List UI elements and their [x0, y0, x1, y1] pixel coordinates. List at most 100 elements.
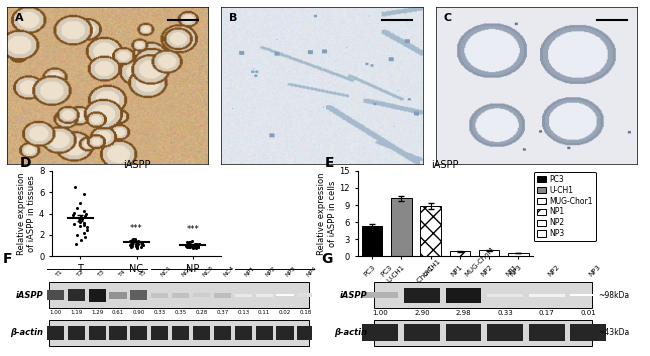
Point	[193, 244, 203, 250]
Point	[192, 243, 202, 248]
Bar	[508, 253, 528, 256]
Point	[190, 242, 200, 247]
Bar	[151, 293, 168, 298]
Bar	[255, 325, 273, 340]
Text: 0.35: 0.35	[174, 310, 187, 315]
Point	[137, 241, 148, 246]
Point	[138, 242, 148, 247]
Text: 0.17: 0.17	[539, 310, 554, 316]
Text: T5: T5	[139, 269, 148, 278]
Point	[81, 211, 91, 216]
Point	[127, 241, 137, 246]
Point	[131, 241, 141, 246]
Legend: PC3, U-CH1, MUG-Chor1, NP1, NP2, NP3: PC3, U-CH1, MUG-Chor1, NP1, NP2, NP3	[534, 172, 595, 241]
Bar	[49, 320, 309, 346]
Text: iASPP: iASPP	[16, 291, 43, 300]
Point	[184, 240, 194, 245]
Point	[132, 242, 142, 247]
Y-axis label: Relative expression
of iASPP in tissues: Relative expression of iASPP in tissues	[17, 172, 36, 255]
Point	[185, 240, 196, 245]
Text: NC2: NC2	[181, 265, 194, 278]
Point	[68, 212, 79, 218]
Text: NC1: NC1	[160, 265, 172, 278]
Point	[127, 236, 138, 242]
Text: 0.28: 0.28	[196, 310, 207, 315]
Text: iASPP: iASPP	[339, 291, 367, 300]
Text: 0.90: 0.90	[133, 310, 145, 315]
Bar	[49, 282, 309, 308]
Bar	[297, 293, 315, 297]
Point	[128, 239, 138, 244]
Point	[137, 240, 148, 245]
Bar	[151, 325, 168, 340]
Point	[135, 240, 146, 245]
Point	[190, 245, 201, 251]
Point	[73, 215, 84, 221]
Text: ***: ***	[187, 225, 199, 234]
Bar	[68, 325, 84, 340]
Bar	[404, 288, 439, 303]
Point	[194, 241, 204, 246]
Text: B: B	[229, 14, 237, 23]
Point	[69, 221, 79, 227]
Point	[192, 244, 203, 250]
Text: NC3: NC3	[202, 265, 214, 278]
Point	[125, 240, 136, 245]
Point	[73, 218, 84, 224]
Bar	[172, 325, 189, 340]
Text: ***: ***	[130, 224, 143, 233]
Point	[129, 236, 140, 242]
Text: 1.00: 1.00	[372, 310, 388, 316]
Point	[125, 239, 135, 244]
Point	[190, 243, 200, 248]
Bar	[571, 324, 606, 341]
Bar	[47, 325, 64, 340]
Title: iASPP: iASPP	[432, 160, 459, 170]
Bar	[374, 320, 592, 346]
Point	[185, 243, 195, 248]
Point	[127, 239, 138, 244]
Text: 0.33: 0.33	[153, 310, 166, 315]
Bar	[529, 324, 564, 341]
Point	[190, 241, 201, 246]
Bar	[529, 294, 564, 297]
Bar	[488, 294, 523, 297]
Bar	[391, 198, 411, 256]
Point	[187, 242, 197, 247]
Point	[136, 244, 146, 250]
Text: β-actin: β-actin	[10, 328, 43, 337]
Text: NP4: NP4	[306, 266, 318, 278]
Point	[132, 245, 142, 251]
Y-axis label: Relative expression
of iASPP in cells: Relative expression of iASPP in cells	[317, 172, 337, 255]
Point	[127, 237, 137, 243]
Point	[192, 242, 203, 247]
Point	[79, 213, 90, 219]
Bar	[214, 325, 231, 340]
Point	[131, 243, 142, 248]
Text: 2.98: 2.98	[456, 310, 471, 316]
Point	[71, 241, 81, 246]
Point	[128, 237, 138, 243]
Point	[183, 242, 193, 247]
Point	[132, 243, 142, 248]
Text: 0.18: 0.18	[300, 310, 312, 315]
Point	[79, 209, 89, 214]
Bar	[488, 324, 523, 341]
Point	[182, 240, 192, 245]
Bar	[297, 325, 315, 340]
Point	[188, 243, 199, 248]
Text: C: C	[443, 14, 452, 23]
Point	[79, 230, 90, 236]
Text: NP1: NP1	[243, 266, 255, 278]
Point	[79, 192, 90, 197]
Bar	[421, 206, 441, 256]
Text: 0.02: 0.02	[279, 310, 291, 315]
Point	[190, 241, 201, 246]
Text: NP2: NP2	[264, 266, 276, 278]
Point	[136, 241, 147, 246]
Point	[72, 232, 83, 238]
Text: 0.37: 0.37	[216, 310, 229, 315]
Bar	[404, 324, 439, 341]
Text: 0.13: 0.13	[237, 310, 250, 315]
Point	[133, 241, 144, 246]
